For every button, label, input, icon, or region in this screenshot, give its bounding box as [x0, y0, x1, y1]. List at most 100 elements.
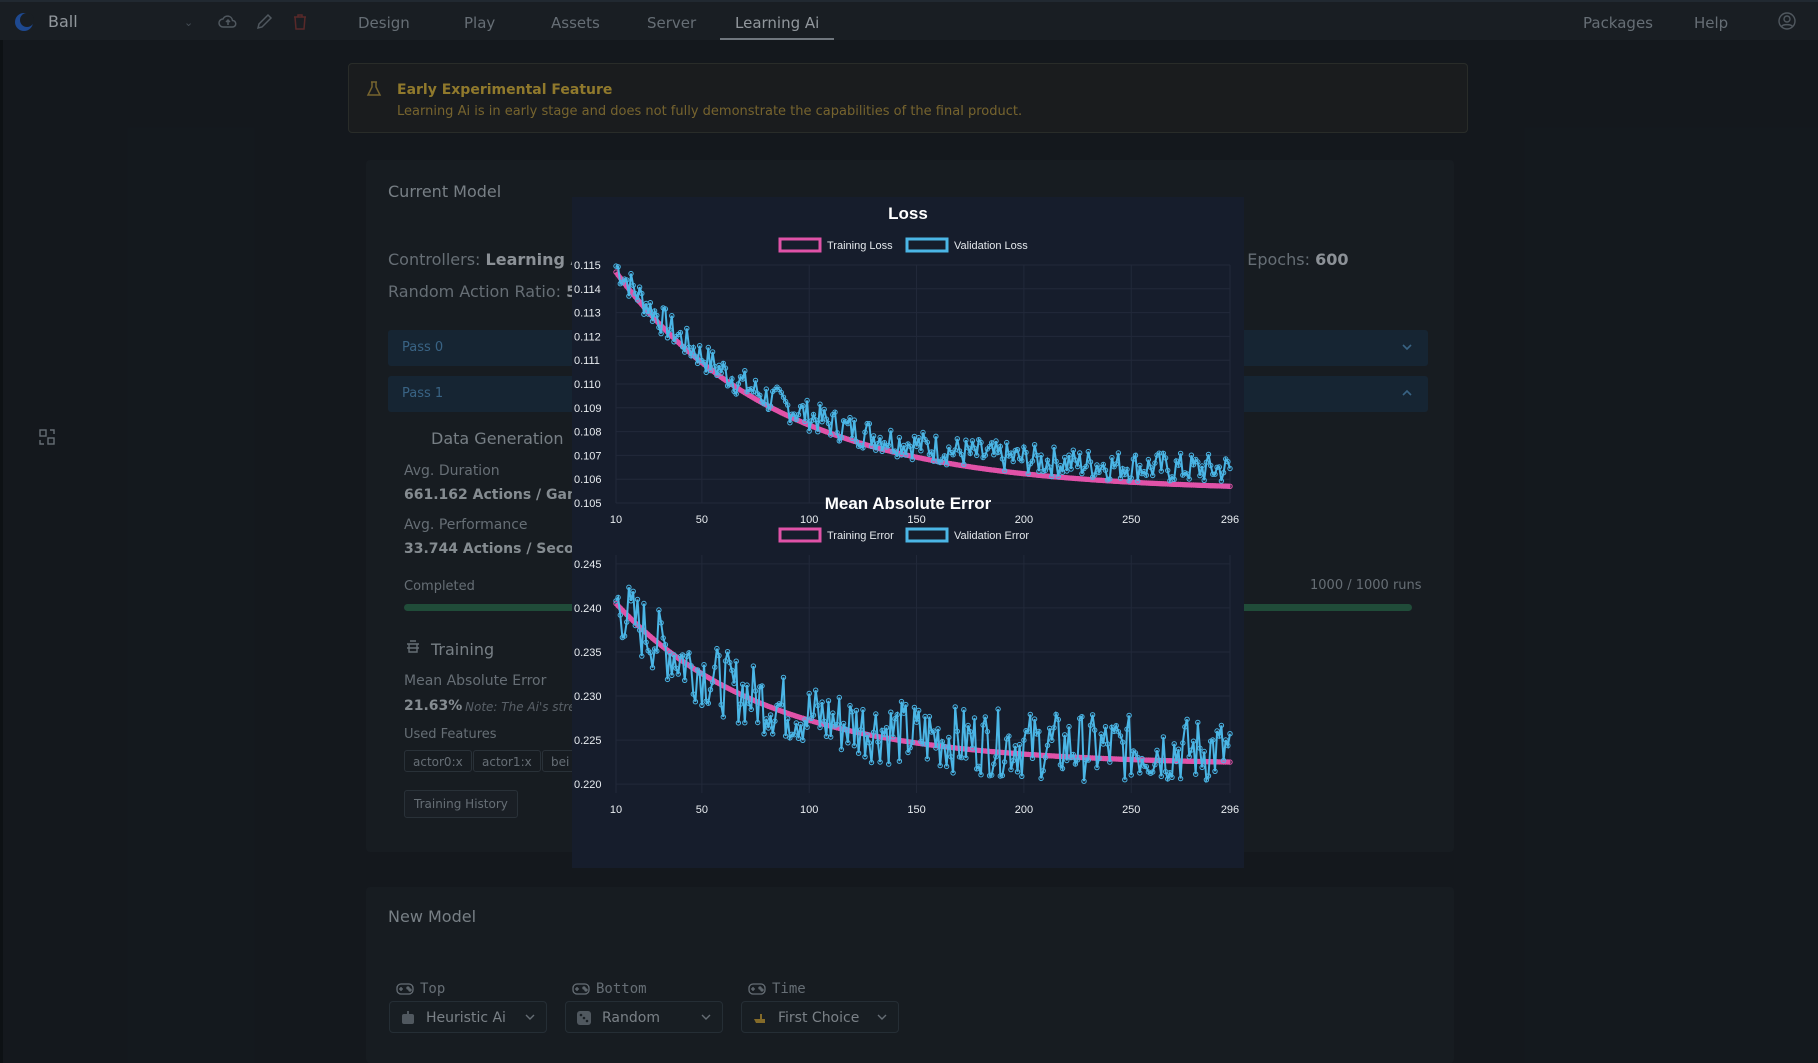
- data-point: [1195, 459, 1201, 465]
- data-point: [690, 344, 697, 351]
- data-point: [727, 381, 733, 388]
- data-generation-icon: [39, 429, 55, 445]
- trash-icon[interactable]: [290, 12, 310, 32]
- role-top-select[interactable]: Heuristic Ai: [389, 1001, 547, 1033]
- data-point: [1190, 738, 1197, 744]
- data-point: [679, 344, 686, 350]
- data-point: [1001, 759, 1008, 765]
- random-ratio-label: Random Action Ratio:: [388, 282, 561, 301]
- data-point: [772, 718, 778, 724]
- pencil-icon[interactable]: [254, 12, 274, 32]
- data-point: [892, 716, 898, 722]
- data-point: [1184, 471, 1190, 477]
- data-point: [1019, 458, 1025, 464]
- data-point: [761, 401, 767, 407]
- data-point: [737, 701, 744, 707]
- data-point: [707, 687, 714, 693]
- data-point: [686, 650, 692, 656]
- legend-swatch: [778, 527, 822, 543]
- data-point: [1128, 475, 1134, 481]
- tab-learning-ai[interactable]: Learning Ai: [735, 14, 820, 32]
- data-point: [821, 718, 827, 724]
- data-point: [621, 633, 628, 639]
- data-point: [1021, 444, 1027, 450]
- controllers-value: Learning Ai: [485, 250, 589, 269]
- data-point: [830, 710, 836, 716]
- data-point: [692, 699, 699, 705]
- data-point: [645, 311, 651, 317]
- training-history-button[interactable]: Training History: [404, 790, 518, 818]
- data-point: [813, 687, 819, 693]
- data-point: [948, 754, 954, 760]
- data-point: [821, 406, 827, 413]
- tab-server[interactable]: Server: [647, 14, 697, 32]
- data-point: [1062, 732, 1068, 738]
- data-point: [1029, 458, 1036, 464]
- feature-chip: actor0:x: [404, 750, 472, 772]
- x-tick-label: 250: [1122, 804, 1140, 816]
- data-point: [795, 412, 802, 418]
- data-point: [1173, 458, 1179, 464]
- project-dropdown-icon[interactable]: ⌄: [184, 16, 194, 29]
- data-point: [1171, 476, 1177, 482]
- data-point: [905, 749, 911, 756]
- data-point: [1064, 468, 1070, 474]
- data-point: [834, 430, 840, 436]
- data-point: [624, 277, 630, 283]
- data-point: [881, 731, 888, 738]
- role-bottom-select[interactable]: Random: [565, 1001, 723, 1033]
- data-point: [763, 716, 770, 722]
- y-tick-label: 0.105: [574, 498, 602, 510]
- data-point: [982, 714, 988, 720]
- data-point: [903, 452, 909, 458]
- tab-assets[interactable]: Assets: [551, 14, 600, 32]
- help-link[interactable]: Help: [1694, 14, 1729, 32]
- data-point: [1109, 454, 1115, 461]
- tab-play[interactable]: Play: [464, 14, 496, 32]
- app-logo-icon[interactable]: [14, 12, 34, 32]
- data-point: [1102, 467, 1109, 473]
- chevron-up-icon[interactable]: [1400, 386, 1414, 400]
- data-point: [1092, 727, 1098, 733]
- gamepad-icon: [572, 983, 590, 995]
- data-point: [845, 740, 851, 746]
- packages-link[interactable]: Packages: [1583, 14, 1653, 32]
- data-point: [690, 691, 697, 697]
- data-point: [1055, 473, 1061, 480]
- data-point: [1031, 442, 1038, 448]
- x-tick-label: 200: [1015, 514, 1033, 526]
- data-point: [626, 293, 632, 299]
- data-point: [1162, 455, 1169, 461]
- data-point: [767, 712, 774, 718]
- data-point: [639, 290, 645, 297]
- project-name[interactable]: Ball: [48, 12, 78, 31]
- data-point: [1072, 457, 1079, 463]
- avg-performance-value: 33.744 Actions / Second: [404, 541, 594, 557]
- chevron-down-icon[interactable]: [1400, 340, 1414, 354]
- data-point: [746, 700, 752, 707]
- data-point: [823, 416, 830, 422]
- data-point: [946, 734, 952, 741]
- cloud-upload-icon[interactable]: [218, 12, 238, 32]
- data-point: [995, 449, 1001, 456]
- data-point: [933, 745, 939, 751]
- data-point: [1062, 454, 1068, 461]
- warning-title: Early Experimental Feature: [397, 82, 613, 98]
- x-tick-label: 100: [800, 514, 818, 526]
- data-point: [989, 772, 995, 778]
- data-point: [634, 297, 641, 303]
- role-time-label: Time: [772, 981, 806, 997]
- data-point: [1208, 462, 1214, 469]
- data-point: [1040, 768, 1046, 774]
- data-point: [800, 737, 806, 743]
- tab-design[interactable]: Design: [358, 14, 410, 32]
- data-point: [883, 725, 890, 731]
- data-point: [993, 438, 999, 444]
- data-point: [943, 462, 950, 468]
- user-account-icon[interactable]: [1778, 12, 1796, 30]
- data-point: [720, 714, 727, 720]
- data-point: [697, 670, 703, 676]
- data-point: [1212, 768, 1218, 774]
- role-time-select[interactable]: First Choice: [741, 1001, 899, 1033]
- data-point: [920, 429, 926, 436]
